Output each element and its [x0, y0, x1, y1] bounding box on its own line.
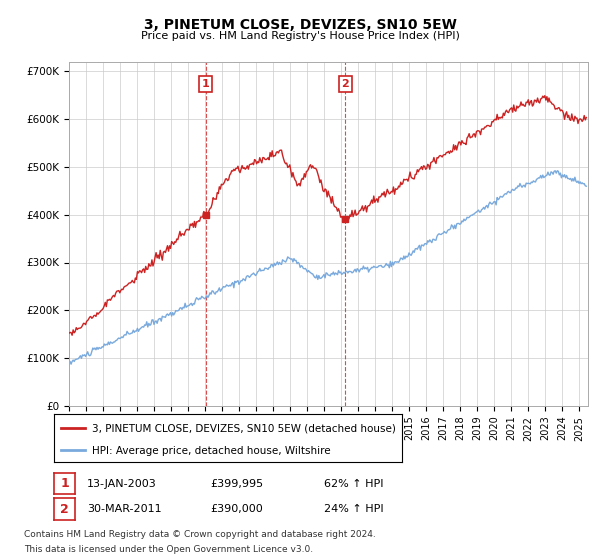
- Text: 1: 1: [60, 477, 69, 491]
- Text: Price paid vs. HM Land Registry's House Price Index (HPI): Price paid vs. HM Land Registry's House …: [140, 31, 460, 41]
- Text: 62% ↑ HPI: 62% ↑ HPI: [324, 479, 383, 489]
- Text: 1: 1: [202, 79, 209, 89]
- Text: £399,995: £399,995: [210, 479, 263, 489]
- Text: £390,000: £390,000: [210, 504, 263, 514]
- Text: 3, PINETUM CLOSE, DEVIZES, SN10 5EW (detached house): 3, PINETUM CLOSE, DEVIZES, SN10 5EW (det…: [92, 424, 396, 433]
- Text: 2: 2: [341, 79, 349, 89]
- Text: 13-JAN-2003: 13-JAN-2003: [87, 479, 157, 489]
- Text: HPI: Average price, detached house, Wiltshire: HPI: Average price, detached house, Wilt…: [92, 446, 331, 456]
- Text: 24% ↑ HPI: 24% ↑ HPI: [324, 504, 383, 514]
- Text: 3, PINETUM CLOSE, DEVIZES, SN10 5EW: 3, PINETUM CLOSE, DEVIZES, SN10 5EW: [143, 18, 457, 32]
- Text: This data is licensed under the Open Government Licence v3.0.: This data is licensed under the Open Gov…: [24, 545, 313, 554]
- Text: 30-MAR-2011: 30-MAR-2011: [87, 504, 161, 514]
- Text: 2: 2: [60, 502, 69, 516]
- Text: Contains HM Land Registry data © Crown copyright and database right 2024.: Contains HM Land Registry data © Crown c…: [24, 530, 376, 539]
